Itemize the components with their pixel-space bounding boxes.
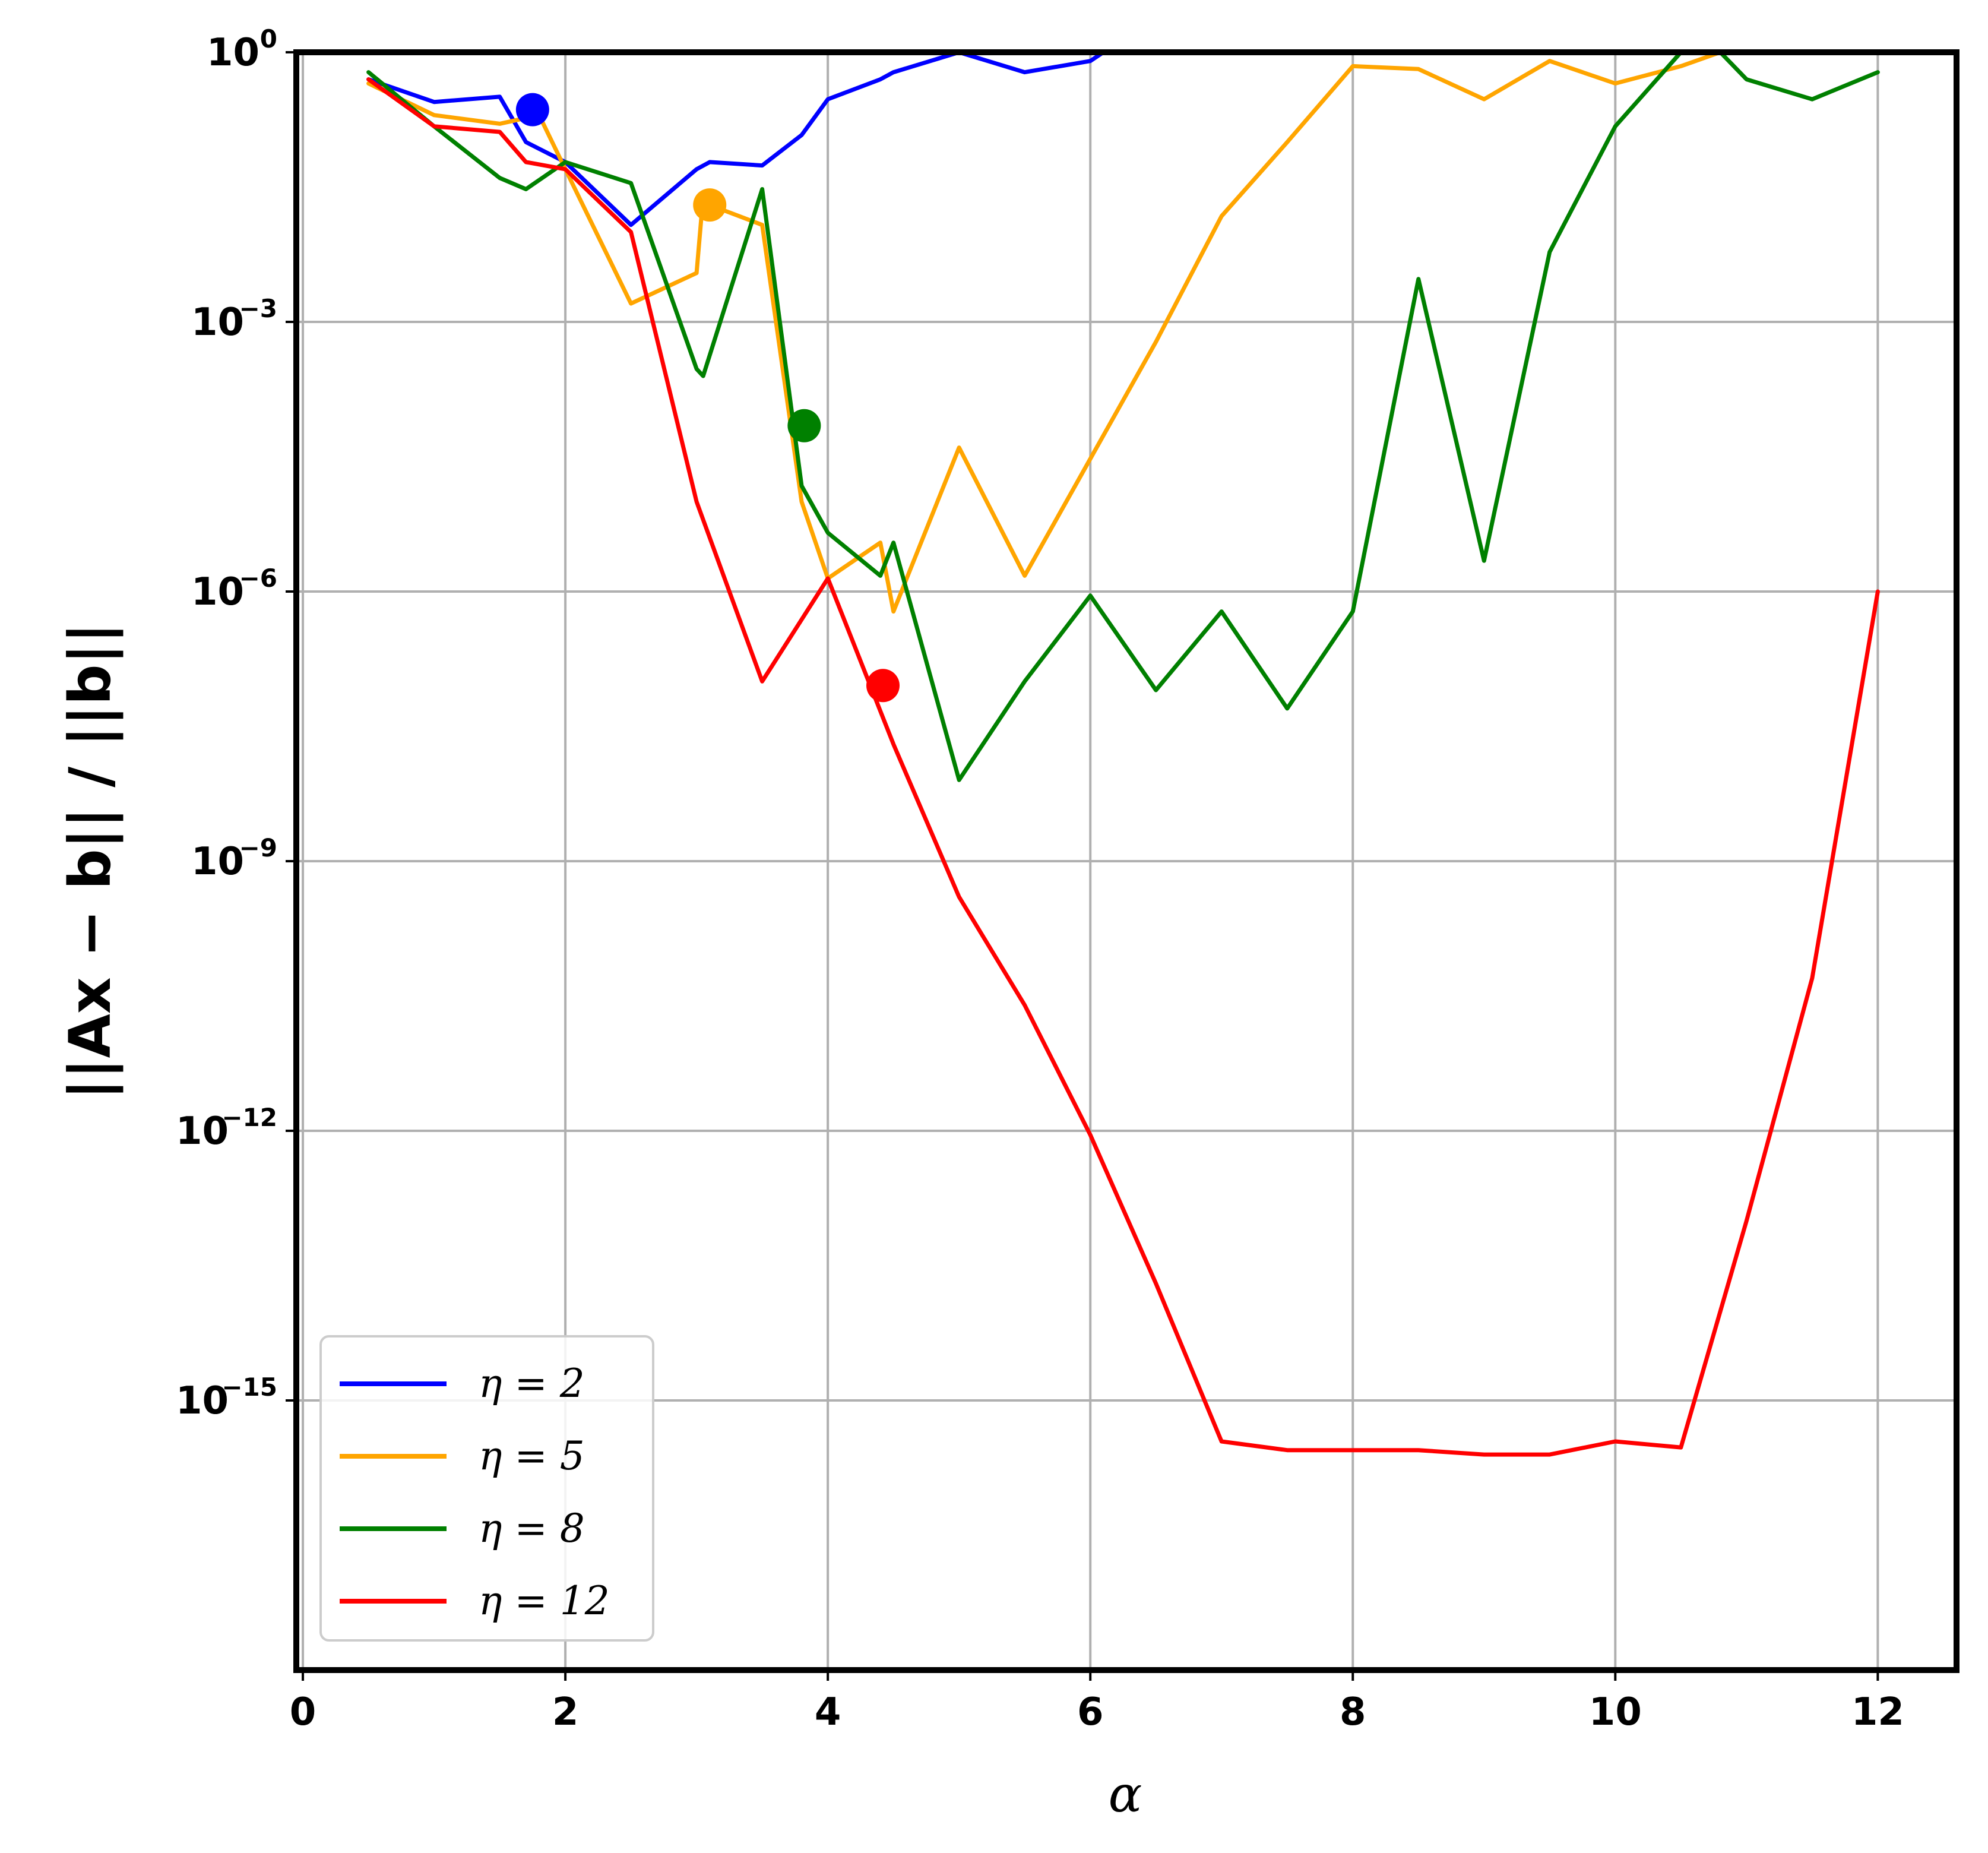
y-tick-label: −610 (191, 564, 277, 614)
series-line-1 (366, 50, 1723, 614)
y-tick-exponent: 0 (260, 24, 277, 53)
y-tick-exponent: −12 (221, 1103, 277, 1132)
y-tick-base: 10 (207, 31, 259, 75)
y-tick-base: 10 (176, 1109, 229, 1153)
y-axis-title: ||Ax − b|| / ||b|| (57, 622, 124, 1099)
legend-label-2: η = 8 (479, 1506, 585, 1551)
legend-box (319, 1335, 654, 1642)
y-tick-label: −310 (191, 294, 277, 344)
y-tick-exponent: −6 (239, 564, 277, 593)
x-tick-label: 0 (290, 1690, 316, 1734)
legend-label-1: η = 5 (479, 1433, 585, 1479)
y-tick-label: −910 (191, 833, 277, 884)
x-axis-title: α (1109, 1765, 1142, 1823)
y-tick-exponent: −9 (239, 833, 277, 862)
x-tick-label: 6 (1077, 1690, 1104, 1734)
series-line-2 (366, 50, 1880, 782)
series-lines (366, 50, 1880, 1457)
x-tick-label: 10 (1589, 1690, 1642, 1734)
y-tick-base: 10 (191, 570, 244, 614)
series-marker-1 (693, 188, 727, 222)
series-line-0 (366, 50, 1106, 227)
legend: η = 2 η = 5 η = 8 η = 12 (319, 1335, 654, 1642)
x-tick-label: 4 (815, 1690, 841, 1734)
y-tick-base: 10 (191, 301, 244, 344)
x-tick-label: 8 (1340, 1690, 1366, 1734)
series-marker-0 (515, 93, 549, 127)
x-tick-label: 12 (1851, 1690, 1904, 1734)
series-markers (515, 93, 900, 703)
legend-label-0: η = 2 (479, 1361, 585, 1406)
series-marker-2 (787, 409, 821, 442)
x-tick-label: 2 (552, 1690, 579, 1734)
y-tick-exponent: −3 (239, 294, 277, 323)
series-marker-3 (866, 669, 900, 703)
y-tick-exponent: −15 (221, 1373, 277, 1402)
x-axis-ticks: 0 2 4 6 8 10 12 (290, 1670, 1904, 1734)
y-tick-base: 10 (176, 1379, 229, 1423)
y-tick-label: 010 (207, 24, 277, 75)
y-tick-base: 10 (191, 840, 244, 884)
series-line-3 (366, 77, 1880, 1457)
legend-label-3: η = 12 (479, 1578, 610, 1624)
